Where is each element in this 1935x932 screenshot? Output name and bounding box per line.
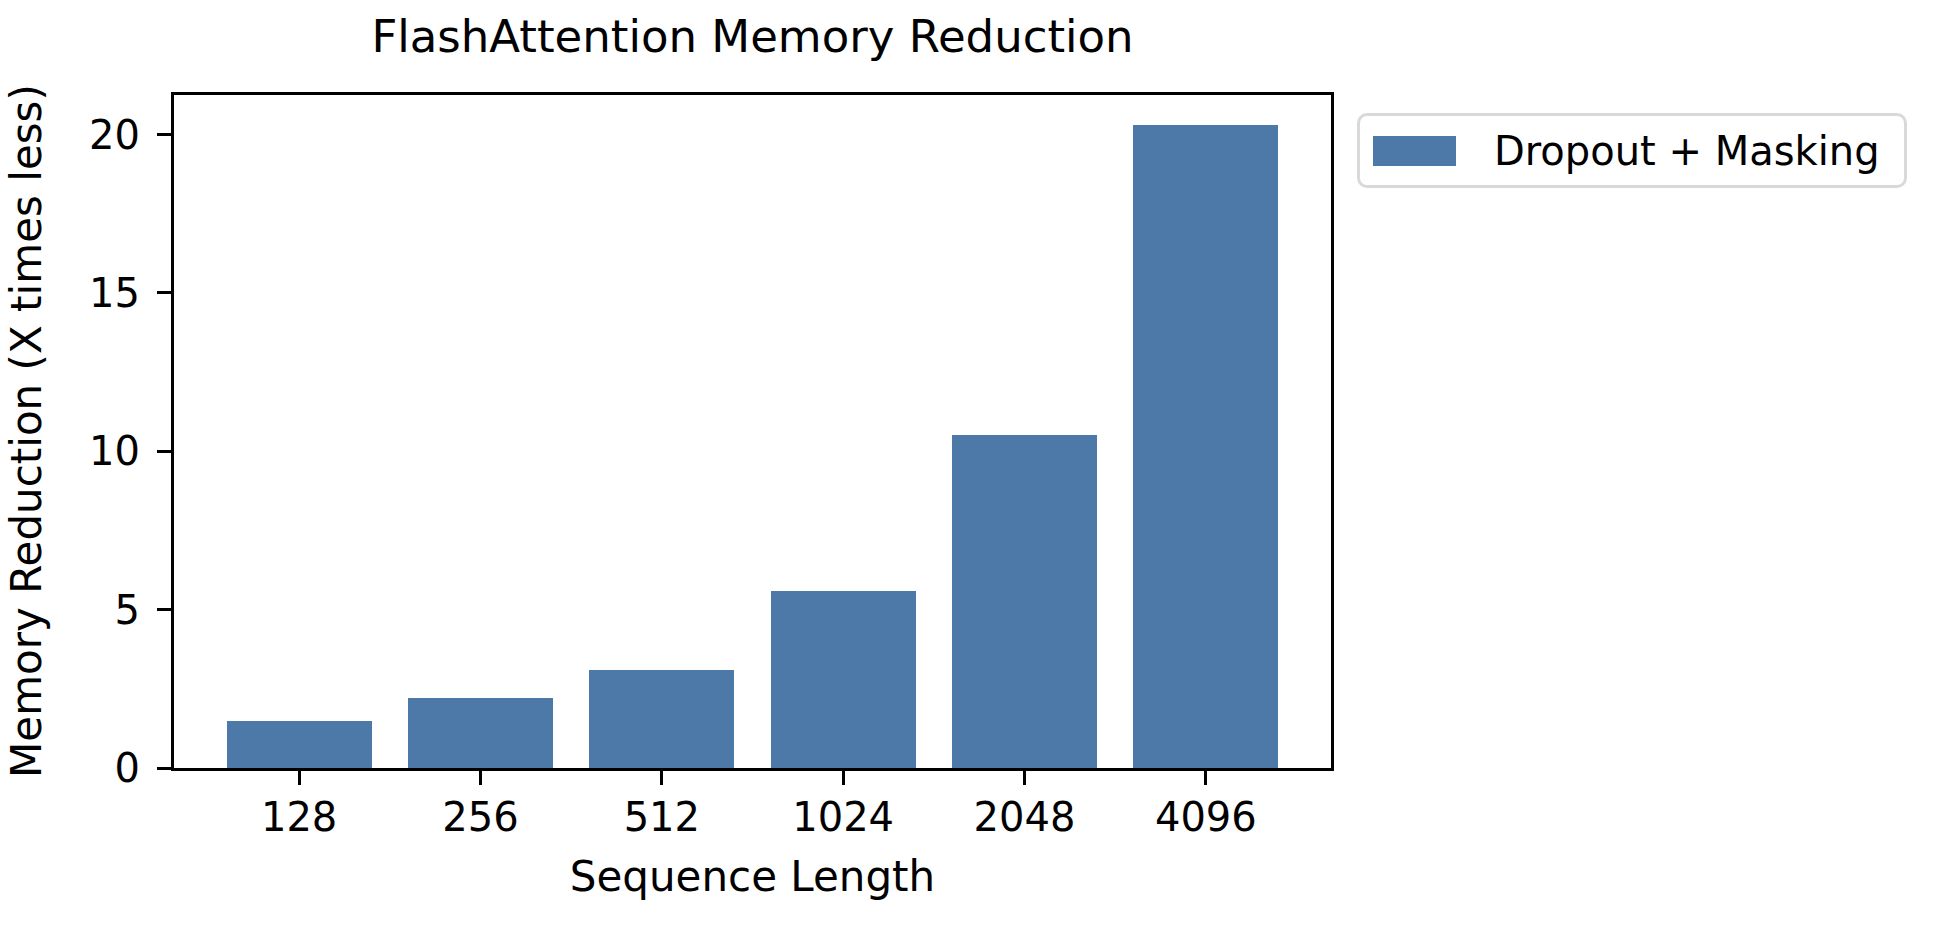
bar-2048 bbox=[952, 435, 1097, 768]
plot-inner: 05101520128256512102420484096 bbox=[174, 95, 1331, 768]
y-tick-label: 15 bbox=[30, 268, 140, 318]
x-tick bbox=[298, 771, 301, 785]
x-tick-label: 128 bbox=[219, 792, 379, 842]
bar-4096 bbox=[1133, 125, 1278, 768]
x-tick bbox=[1023, 771, 1026, 785]
y-tick bbox=[157, 133, 171, 136]
x-tick bbox=[842, 771, 845, 785]
x-axis-label: Sequence Length bbox=[171, 851, 1334, 903]
x-tick bbox=[1204, 771, 1207, 785]
y-tick-label: 0 bbox=[30, 743, 140, 793]
legend-swatch bbox=[1373, 136, 1456, 166]
bar-256 bbox=[408, 698, 553, 768]
bar-1024 bbox=[771, 591, 916, 768]
x-tick-label: 1024 bbox=[763, 792, 923, 842]
y-tick bbox=[157, 767, 171, 770]
chart-title: FlashAttention Memory Reduction bbox=[171, 8, 1334, 66]
x-tick-label: 4096 bbox=[1126, 792, 1286, 842]
bar-512 bbox=[589, 670, 734, 768]
plot-area: 05101520128256512102420484096 bbox=[171, 92, 1334, 771]
x-tick-label: 2048 bbox=[945, 792, 1105, 842]
x-tick bbox=[479, 771, 482, 785]
y-tick bbox=[157, 291, 171, 294]
y-tick-label: 10 bbox=[30, 426, 140, 476]
bar-128 bbox=[227, 721, 372, 769]
figure: FlashAttention Memory Reduction Memory R… bbox=[0, 0, 1935, 932]
legend: Dropout + Masking bbox=[1357, 113, 1907, 188]
y-tick-label: 20 bbox=[30, 110, 140, 160]
legend-label: Dropout + Masking bbox=[1494, 128, 1880, 174]
y-tick bbox=[157, 608, 171, 611]
y-tick-label: 5 bbox=[30, 585, 140, 635]
x-tick-label: 512 bbox=[582, 792, 742, 842]
x-tick-label: 256 bbox=[400, 792, 560, 842]
y-tick bbox=[157, 450, 171, 453]
x-tick bbox=[660, 771, 663, 785]
